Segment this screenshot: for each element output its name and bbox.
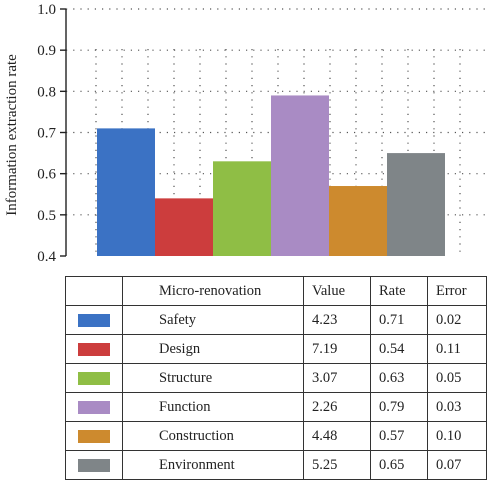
- table-row: Safety 4.23 0.71 0.02: [65, 305, 487, 335]
- legend-swatch-cell: [65, 305, 123, 335]
- table-cell-value: 5.25: [303, 450, 371, 480]
- legend-swatch: [78, 371, 110, 385]
- y-tick-label: 0.7: [37, 126, 56, 142]
- table-row: Construction 4.48 0.57 0.10: [65, 421, 487, 451]
- header-cell-micro-renovation: Micro-renovation: [122, 276, 304, 306]
- table-cell-value: 7.19: [303, 334, 371, 364]
- table-row: Structure 3.07 0.63 0.05: [65, 363, 487, 393]
- bars: [97, 95, 445, 256]
- table-cell-error: 0.07: [427, 450, 487, 480]
- table-cell-value: 2.26: [303, 392, 371, 422]
- table-row: Design 7.19 0.54 0.11: [65, 334, 487, 364]
- table-cell-name: Construction: [122, 421, 304, 451]
- table-cell-value: 3.07: [303, 363, 371, 393]
- table-cell-rate: 0.57: [370, 421, 428, 451]
- legend-swatch-cell: [65, 363, 123, 393]
- table-row: Environment 5.25 0.65 0.07: [65, 450, 487, 480]
- table-cell-error: 0.05: [427, 363, 487, 393]
- bar-function: [271, 95, 329, 256]
- table-cell-name: Function: [122, 392, 304, 422]
- y-axis: 0.4 0.5 0.6 0.7 0.8 0.9 1.0: [37, 2, 67, 265]
- bar-environment: [387, 153, 445, 256]
- header-cell-error: Error: [427, 276, 487, 306]
- table-cell-name: Design: [122, 334, 304, 364]
- table-header-row: Micro-renovation Value Rate Error: [65, 276, 487, 306]
- table-row: Function 2.26 0.79 0.03: [65, 392, 487, 422]
- legend-swatch-cell: [65, 334, 123, 364]
- table-cell-error: 0.11: [427, 334, 487, 364]
- table-cell-rate: 0.65: [370, 450, 428, 480]
- y-tick-label: 0.5: [37, 208, 56, 224]
- bar-safety: [97, 128, 155, 256]
- table-cell-rate: 0.63: [370, 363, 428, 393]
- legend-swatch-cell: [65, 450, 123, 480]
- table-cell-name: Environment: [122, 450, 304, 480]
- header-cell-swatch: [65, 276, 123, 306]
- table-cell-value: 4.23: [303, 305, 371, 335]
- bar-chart: 0.4 0.5 0.6 0.7 0.8 0.9 1.0 Information extrac…: [4, 2, 486, 265]
- legend-swatch-cell: [65, 392, 123, 422]
- header-cell-rate: Rate: [370, 276, 428, 306]
- legend-swatch: [78, 313, 110, 327]
- legend-swatch-cell: [65, 421, 123, 451]
- legend-swatch: [78, 400, 110, 414]
- table-cell-name: Safety: [122, 305, 304, 335]
- header-cell-value: Value: [303, 276, 371, 306]
- y-tick-label: 0.8: [37, 84, 56, 100]
- table-cell-rate: 0.71: [370, 305, 428, 335]
- table-cell-rate: 0.54: [370, 334, 428, 364]
- table-cell-rate: 0.79: [370, 392, 428, 422]
- bar-construction: [329, 186, 387, 256]
- table-cell-error: 0.02: [427, 305, 487, 335]
- y-tick-label: 1.0: [37, 2, 56, 18]
- y-tick-label: 0.9: [37, 43, 56, 59]
- bar-design: [155, 198, 213, 256]
- bar-structure: [213, 161, 271, 256]
- legend-swatch: [78, 429, 110, 443]
- table-cell-error: 0.03: [427, 392, 487, 422]
- y-tick-label: 0.6: [37, 167, 56, 183]
- legend-swatch: [78, 458, 110, 472]
- table-cell-error: 0.10: [427, 421, 487, 451]
- table-cell-value: 4.48: [303, 421, 371, 451]
- y-tick-label: 0.4: [37, 249, 56, 265]
- y-axis-title: Information extraction rate: [4, 54, 20, 216]
- legend-swatch: [78, 342, 110, 356]
- table-cell-name: Structure: [122, 363, 304, 393]
- data-table: Micro-renovation Value Rate Error Safety…: [65, 276, 487, 480]
